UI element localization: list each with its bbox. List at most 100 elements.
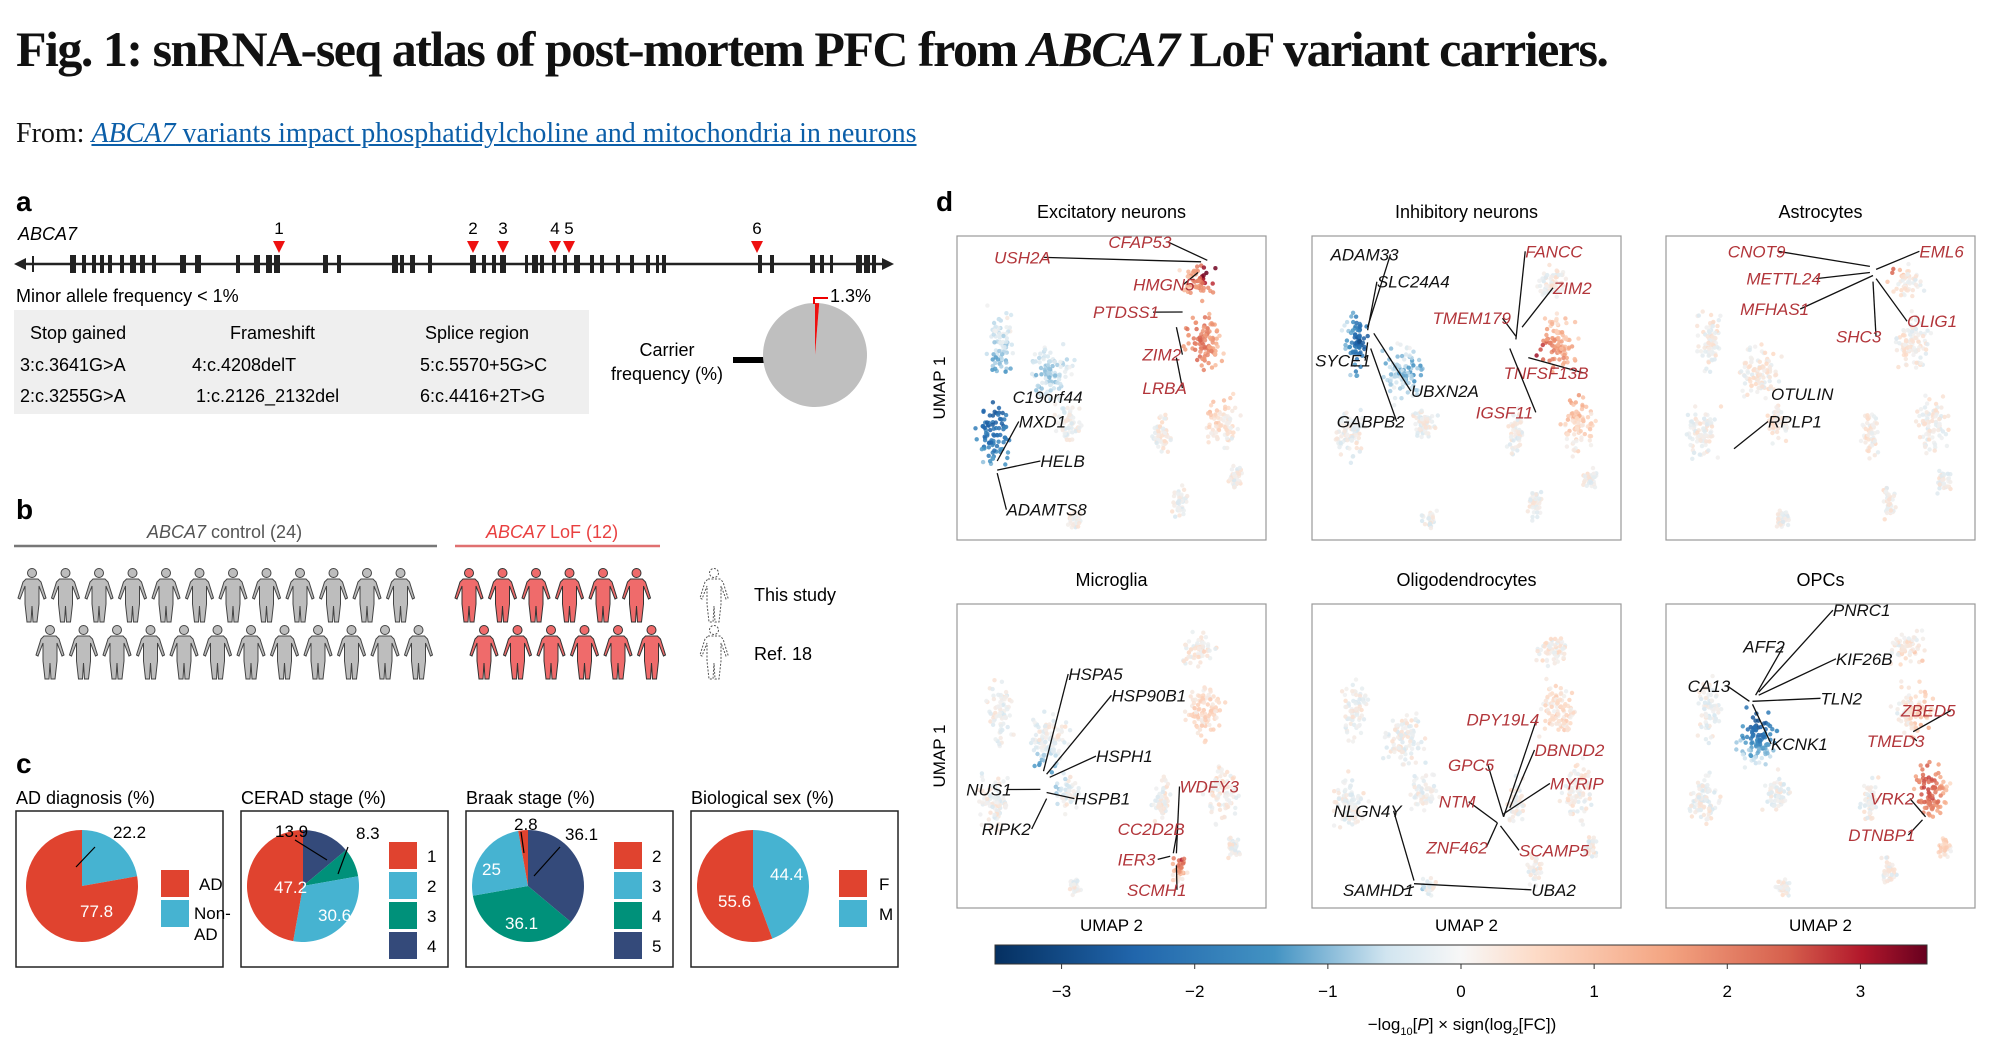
- person-head: [313, 625, 323, 635]
- umap-point: [1938, 849, 1943, 854]
- umap-point: [992, 812, 997, 817]
- umap-point: [1048, 397, 1053, 402]
- article-link[interactable]: ABCA7 variants impact phosphatidylcholin…: [91, 118, 916, 149]
- umap-point: [987, 413, 992, 418]
- umap-point: [1866, 437, 1871, 442]
- umap-point: [1003, 339, 1009, 345]
- umap-point: [1183, 717, 1188, 723]
- umap-point: [1925, 763, 1930, 768]
- umap-point: [1699, 724, 1704, 730]
- umap-point: [1058, 359, 1063, 365]
- person-head: [60, 568, 71, 578]
- umap-point: [1743, 740, 1748, 745]
- umap-point: [1924, 451, 1929, 456]
- panel-a-letter: a: [16, 186, 32, 217]
- pie-slice-label: 25: [482, 860, 501, 879]
- gene-label-up: VRK2: [1870, 790, 1915, 809]
- exon: [552, 255, 556, 273]
- umap-point: [1557, 697, 1563, 702]
- umap-point: [1408, 792, 1413, 797]
- cohort-pictogram: [17, 568, 729, 680]
- umap-point: [1200, 281, 1205, 286]
- umap-point: [1224, 427, 1229, 433]
- umap-point: [1946, 427, 1951, 432]
- umap-point: [1589, 802, 1594, 807]
- umap-point: [1198, 285, 1204, 290]
- umap-point: [1922, 405, 1928, 410]
- pie-slice-label: 55.6: [718, 892, 751, 911]
- umap-point: [1343, 723, 1349, 728]
- umap-point: [1053, 402, 1058, 407]
- umap-point: [1703, 797, 1709, 802]
- variant-marker-number: 3: [498, 219, 507, 238]
- umap-point: [1425, 785, 1430, 791]
- person-control-icon: [318, 568, 349, 623]
- umap-point: [1408, 724, 1413, 729]
- umap-point: [1213, 351, 1218, 356]
- maf-label: Minor allele frequency < 1%: [16, 286, 239, 306]
- umap-point: [1037, 761, 1042, 766]
- person-control-icon: [68, 625, 99, 680]
- person-body: [521, 578, 551, 623]
- umap-point: [1542, 316, 1548, 321]
- umap-point: [1547, 262, 1552, 268]
- umap-point: [997, 348, 1002, 354]
- umap-point: [1545, 663, 1551, 669]
- umap-point: [1348, 372, 1353, 378]
- umap-point: [1186, 639, 1192, 644]
- umap-point: [1053, 741, 1058, 746]
- umap-point: [974, 437, 979, 442]
- umap-point: [1344, 793, 1349, 798]
- umap-point: [1574, 438, 1579, 444]
- person-body: [370, 635, 400, 680]
- umap-point: [1551, 348, 1556, 353]
- umap-point: [1938, 793, 1943, 798]
- umap-point: [1937, 416, 1942, 422]
- pie-slice: [303, 850, 359, 886]
- gene-label-up: USH2A: [994, 248, 1051, 267]
- umap-point: [1706, 329, 1712, 334]
- umap-point: [1157, 424, 1163, 429]
- umap-point: [1740, 724, 1746, 729]
- umap-point: [1195, 268, 1201, 274]
- umap-point: [1888, 704, 1894, 709]
- umap-point: [1525, 509, 1531, 514]
- person-control-icon: [135, 625, 166, 680]
- umap-point: [1056, 377, 1062, 382]
- umap-point: [1009, 342, 1014, 347]
- person-head: [261, 568, 272, 578]
- umap-point: [1067, 412, 1072, 417]
- umap-point: [1696, 313, 1702, 318]
- umap-point: [1588, 421, 1593, 427]
- umap-point: [1706, 448, 1711, 453]
- umap-point: [1233, 845, 1239, 850]
- pie-leader-line: [533, 846, 561, 877]
- exon: [856, 255, 862, 273]
- umap-point: [1869, 430, 1875, 436]
- person-head: [579, 625, 590, 635]
- umap-point: [1537, 734, 1542, 739]
- gene-label-up: ZNF462: [1425, 838, 1488, 857]
- umap-point: [1586, 835, 1592, 840]
- umap-point: [1544, 332, 1549, 338]
- umap-point: [1572, 319, 1578, 325]
- umap-point: [1571, 447, 1576, 453]
- umap-point: [1209, 348, 1214, 354]
- umap-point: [1207, 344, 1212, 350]
- umap-point: [1350, 714, 1355, 720]
- umap-point: [1051, 386, 1057, 391]
- umap-point: [1943, 837, 1948, 843]
- umap-point: [1927, 397, 1932, 402]
- umap-point: [1048, 382, 1053, 388]
- umap-point: [1544, 658, 1550, 664]
- umap-point: [1357, 338, 1363, 344]
- umap-point: [1929, 807, 1935, 812]
- umap-point: [1201, 630, 1206, 635]
- umap-point: [1159, 420, 1165, 425]
- gene-label-up: IER3: [1118, 850, 1156, 869]
- person-body: [151, 578, 181, 623]
- umap-point: [1591, 471, 1597, 476]
- person-head: [346, 625, 357, 635]
- exon: [630, 255, 634, 273]
- umap-point: [1776, 879, 1781, 884]
